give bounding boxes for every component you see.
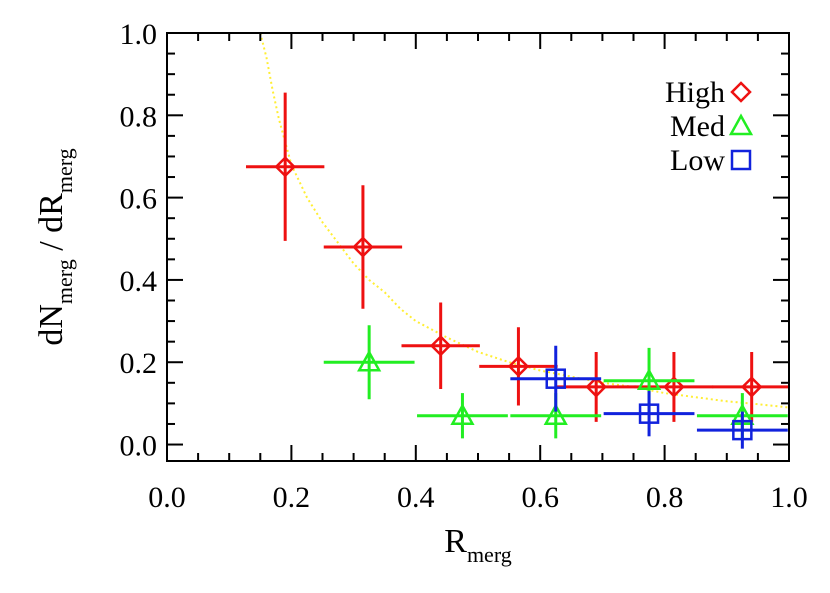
data-point-high — [274, 155, 296, 178]
legend-label-med: Med — [670, 110, 725, 143]
y-tick-label: 0.0 — [120, 430, 158, 463]
series-med — [323, 325, 788, 439]
series-layer — [245, 92, 789, 449]
data-point-med — [450, 403, 475, 425]
x-axis-title-sub: merg — [467, 542, 512, 567]
legend-marker-low — [730, 149, 752, 171]
x-tick-label: 0.8 — [646, 481, 684, 514]
y-tick-label: 0.2 — [120, 347, 158, 380]
data-point-low — [545, 368, 566, 389]
y-axis-title-part2-main: dR — [33, 193, 70, 233]
legend-label-low: Low — [670, 144, 725, 177]
x-axis-title: Rmerg — [444, 523, 512, 567]
ticks-layer: 0.0 0.2 0.4 0.6 0.8 1.0 0.0 0.2 0.4 0.6 0.8 1.0 — [120, 18, 808, 514]
series-low — [510, 345, 788, 449]
data-point-med — [543, 403, 568, 425]
data-point-high — [429, 335, 452, 357]
legend-label-high: High — [665, 76, 725, 109]
y-tick-label: 0.4 — [120, 265, 158, 298]
data-point-med — [636, 368, 662, 390]
data-point-med — [357, 349, 382, 372]
legend-marker-high — [730, 81, 752, 103]
data-point-high — [663, 376, 685, 398]
data-point-high — [507, 355, 530, 378]
data-point-high — [740, 376, 763, 398]
legend-marker-med — [728, 113, 754, 136]
data-point-low — [732, 419, 753, 441]
x-tick-label: 0.4 — [397, 481, 435, 514]
data-point-low — [638, 403, 660, 424]
x-axis-title-main: R — [444, 523, 467, 560]
series-high — [245, 92, 789, 422]
x-tick-label: 0.0 — [148, 481, 186, 514]
y-axis-title-part1-sub: merg — [52, 259, 77, 304]
x-tick-label: 0.6 — [521, 481, 559, 514]
y-tick-label: 0.8 — [120, 100, 158, 133]
data-point-high — [585, 376, 607, 398]
y-axis-title-separator: / — [33, 233, 70, 259]
x-tick-label: 1.0 — [770, 481, 808, 514]
y-tick-label: 1.0 — [120, 18, 158, 51]
y-axis-title: dNmerg / dRmerg — [33, 148, 77, 345]
x-tick-label: 0.2 — [273, 481, 311, 514]
y-tick-label: 0.6 — [120, 183, 158, 216]
y-axis-title-part1-main: dN — [33, 304, 70, 346]
y-axis-title-part2-sub: merg — [52, 148, 77, 193]
data-point-high — [352, 236, 374, 258]
